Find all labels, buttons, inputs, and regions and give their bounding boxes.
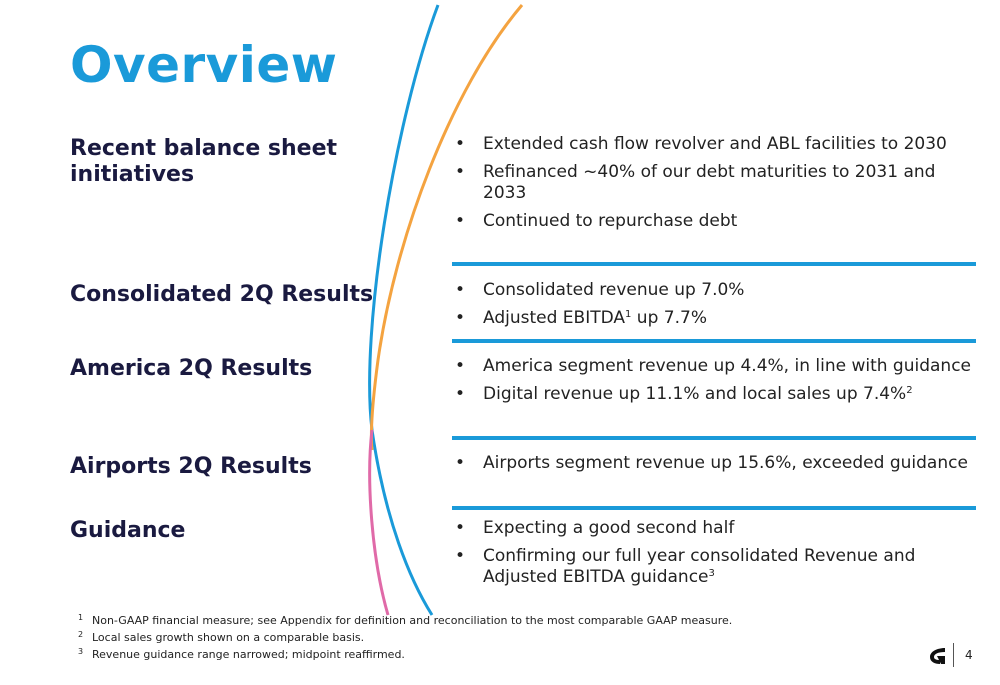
footnote-number: 3 [78,647,84,656]
company-logo-icon [930,648,945,664]
section-label-consolidated: Consolidated 2Q Results [70,282,374,307]
airports-bullets: Airports segment revenue up 15.6%, excee… [455,453,975,481]
bullet-item: Expecting a good second half [455,518,975,539]
page-number: 4 [965,648,973,662]
orange-arc [369,4,524,451]
bullet-item: Airports segment revenue up 15.6%, excee… [455,453,975,474]
footnote: 2 Local sales growth shown on a comparabl… [78,629,858,646]
consolidated-bullets: Consolidated revenue up 7.0% Adjusted EB… [455,280,975,336]
bullet-text: Confirming our full year consolidated Re… [483,546,916,587]
bullet-item: Confirming our full year consolidated Re… [455,546,975,588]
footnote: 3 Revenue guidance range narrowed; midpoi… [78,646,858,663]
footnote-ref: 1 [625,309,632,320]
america-bullets: America segment revenue up 4.4%, in line… [455,356,975,412]
section-divider [452,506,976,510]
bullet-item: Adjusted EBITDA1 up 7.7% [455,308,975,329]
page-title: Overview [70,36,338,94]
blue-arc [368,4,440,616]
balance-sheet-bullets: Extended cash flow revolver and ABL faci… [455,134,975,239]
section-label-airports: Airports 2Q Results [70,454,312,479]
bullet-item: Refinanced ~40% of our debt maturities t… [455,162,975,204]
section-label-america: America 2Q Results [70,356,313,381]
bullet-item: Consolidated revenue up 7.0% [455,280,975,301]
footnote-ref: 3 [708,568,715,579]
section-divider [452,339,976,343]
bullet-text: up 7.7% [631,308,707,328]
footnote: 1 Non-GAAP financial measure; see Appendi… [78,612,858,629]
bullet-text: Adjusted EBITDA [483,308,626,328]
bullet-item: America segment revenue up 4.4%, in line… [455,356,975,377]
footnote-text: Local sales growth shown on a comparable… [92,631,365,644]
section-divider [452,262,976,266]
section-label-guidance: Guidance [70,518,186,543]
bullet-item: Extended cash flow revolver and ABL faci… [455,134,975,155]
bullet-text: Digital revenue up 11.1% and local sales… [483,384,907,404]
footnotes: 1 Non-GAAP financial measure; see Appendi… [78,612,858,663]
bullet-item: Continued to repurchase debt [455,211,975,232]
footnote-number: 1 [78,613,84,622]
footnote-text: Non-GAAP financial measure; see Appendix… [92,614,733,627]
pink-arc [368,429,390,616]
footnote-number: 2 [78,630,84,639]
guidance-bullets: Expecting a good second half Confirming … [455,518,975,595]
footnote-text: Revenue guidance range narrowed; midpoin… [92,648,405,661]
section-divider [452,436,976,440]
footnote-ref: 2 [906,385,913,396]
footer-separator [953,643,954,667]
section-label-balance-sheet: Recent balance sheet initiatives [70,136,338,187]
bullet-item: Digital revenue up 11.1% and local sales… [455,384,975,405]
